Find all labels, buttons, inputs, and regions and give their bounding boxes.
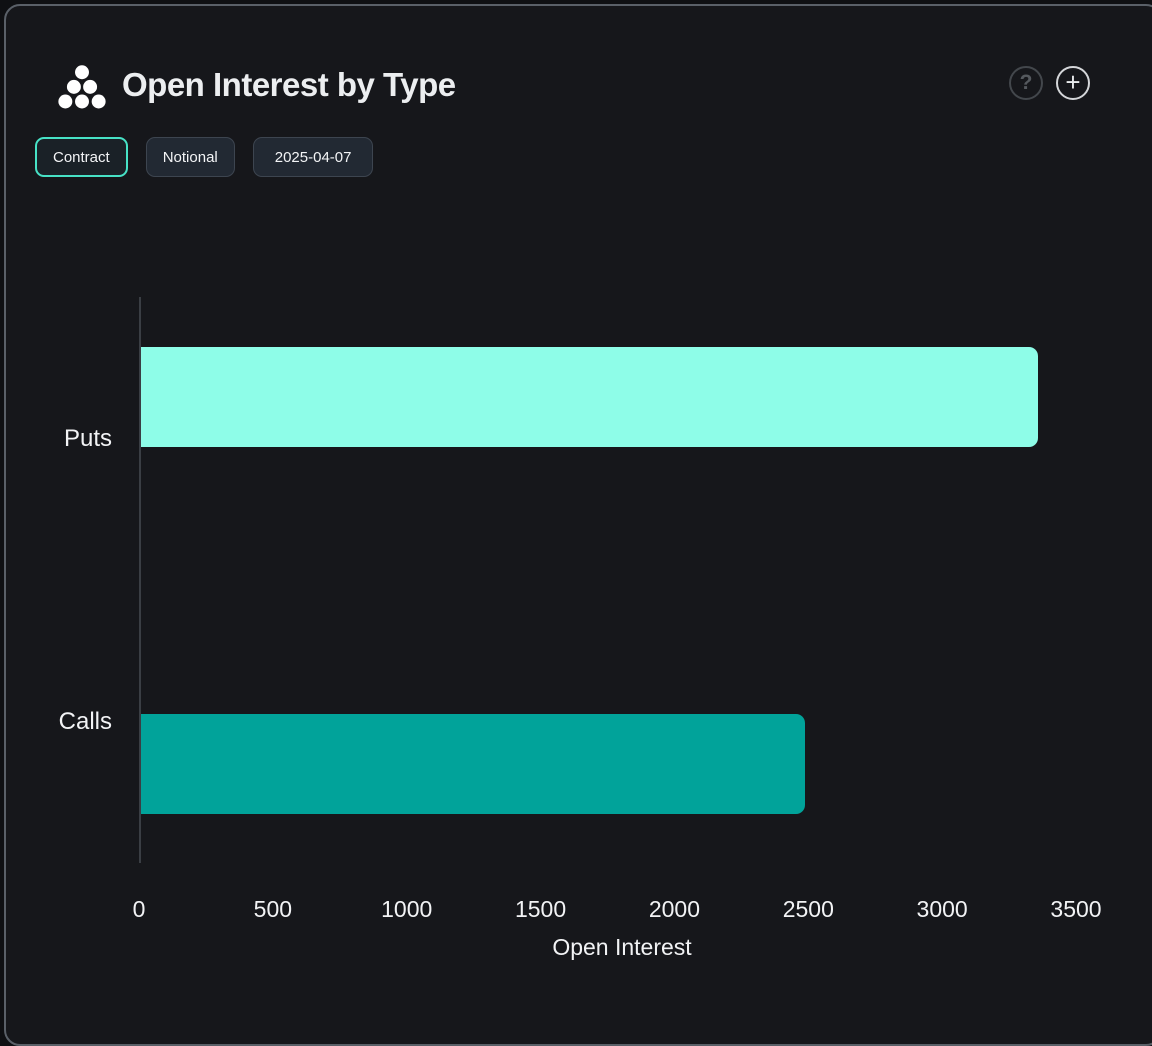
help-button[interactable]: ? <box>1009 66 1043 100</box>
x-tick-label-1000: 1000 <box>381 896 433 922</box>
x-tick-label-500: 500 <box>253 896 293 922</box>
notional-toggle-label: Notional <box>162 148 218 166</box>
category-label-calls: Calls <box>58 707 112 735</box>
x-tick-label-0: 0 <box>132 896 146 922</box>
page-title: Open Interest by Type <box>122 66 456 103</box>
contract-toggle-button[interactable]: Contract <box>35 137 128 177</box>
cluster-icon <box>58 65 106 109</box>
plus-icon: + <box>1065 66 1081 97</box>
bar-puts[interactable] <box>141 346 1038 447</box>
chart-card <box>4 4 1152 1046</box>
bar-calls[interactable] <box>141 713 805 814</box>
x-tick-label-2000: 2000 <box>648 896 701 922</box>
x-tick-label-3000: 3000 <box>916 896 968 922</box>
category-label-puts: Puts <box>63 424 112 452</box>
x-axis-title: Open Interest <box>552 934 692 960</box>
x-axis-tick-labels: 0 500 1000 1500 2000 2500 3000 3500 <box>133 896 1102 926</box>
x-tick-label-3500: 3500 <box>1050 896 1102 922</box>
add-button[interactable]: + <box>1056 66 1090 100</box>
notional-toggle-button[interactable]: Notional <box>145 137 235 177</box>
plot-area <box>141 297 1078 863</box>
question-mark-icon: ? <box>1019 71 1033 94</box>
x-tick-label-1500: 1500 <box>514 896 567 922</box>
x-tick-label-2500: 2500 <box>782 896 834 922</box>
date-picker-button[interactable]: 2025-04-07 <box>252 137 374 177</box>
contract-toggle-label: Contract <box>53 148 110 166</box>
toolbar: Contract Notional 2025-04-07 <box>35 137 374 177</box>
date-picker-label: 2025-04-07 <box>274 148 352 166</box>
y-axis-labels: Puts Calls <box>0 297 112 863</box>
y-axis-line <box>139 297 141 863</box>
